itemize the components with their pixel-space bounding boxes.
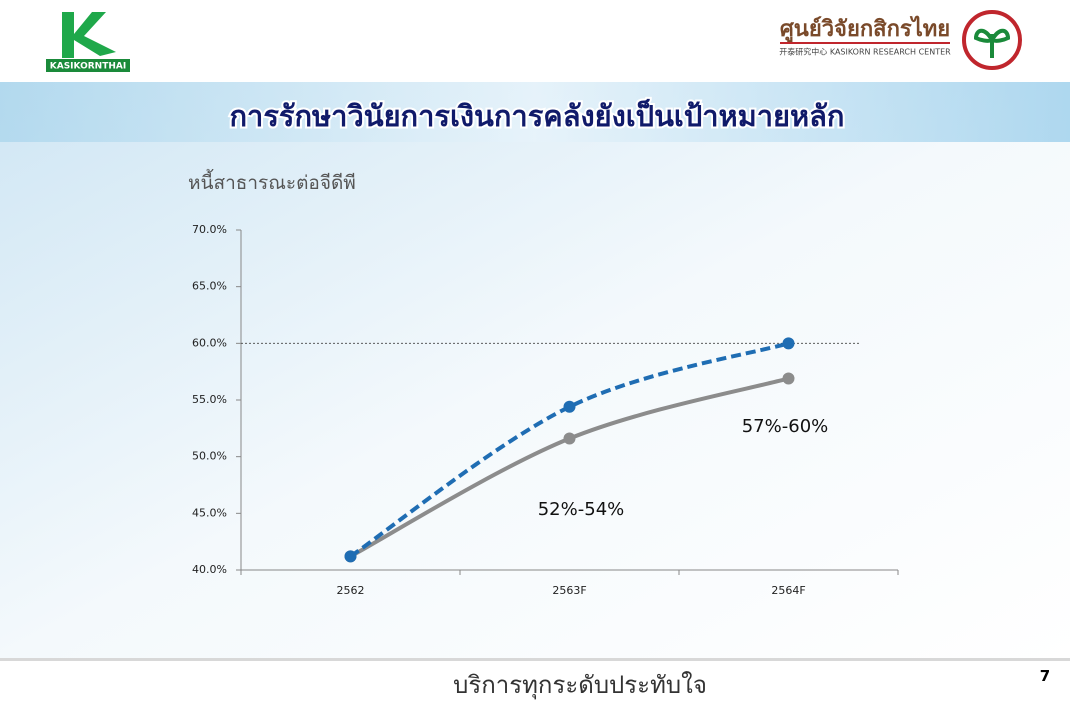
- footer-rule: [0, 658, 1070, 661]
- y-tick-label: 40.0%: [192, 563, 227, 576]
- point: [563, 400, 576, 413]
- y-tick-label: 50.0%: [192, 450, 227, 463]
- title-band: [0, 82, 1070, 142]
- y-tick-label: 70.0%: [192, 223, 227, 236]
- annotation: 57%-60%: [742, 416, 829, 437]
- point: [344, 550, 357, 563]
- x-tick-label: 2562: [337, 584, 365, 597]
- right-logo: ศูนย์วิจัยกสิกรไทย 开泰研究中心 KASIKORN RESEA…: [779, 10, 1022, 70]
- content-bg: [0, 82, 1070, 660]
- point: [782, 337, 795, 350]
- y-tick-label: 65.0%: [192, 280, 227, 293]
- left-logo-text: KASIKORNTHAI: [50, 62, 126, 72]
- chart-title: การรักษาวินัยการเงินการคลังยังเป็นเป้าหม…: [230, 98, 845, 133]
- right-logo-text: ศูนย์วิจัยกสิกรไทย: [780, 15, 950, 43]
- footer-slogan: บริการทุกระดับประทับใจ: [453, 671, 707, 700]
- plot: 40.0% 45.0% 50.0% 55.0% 60.0% 65.0% 70.0% 2562 2…: [192, 223, 899, 597]
- y-tick-label: 45.0%: [192, 506, 227, 519]
- y-tick-label: 60.0%: [192, 336, 227, 349]
- point: [563, 432, 576, 445]
- left-logo: KASIKORNTHAI: [46, 12, 130, 72]
- page-number: 7: [1040, 667, 1050, 685]
- x-tick-label: 2564F: [771, 584, 805, 597]
- annotation: 52%-54%: [538, 499, 625, 520]
- right-logo-sub: 开泰研究中心 KASIKORN RESEARCH CENTER: [779, 47, 951, 57]
- series-line: [349, 341, 790, 559]
- point: [782, 372, 795, 385]
- chart-subtitle: หนี้สาธารณะต่อจีดีพี: [188, 169, 356, 194]
- y-tick-label: 55.0%: [192, 393, 227, 406]
- x-tick-label: 2563F: [552, 584, 586, 597]
